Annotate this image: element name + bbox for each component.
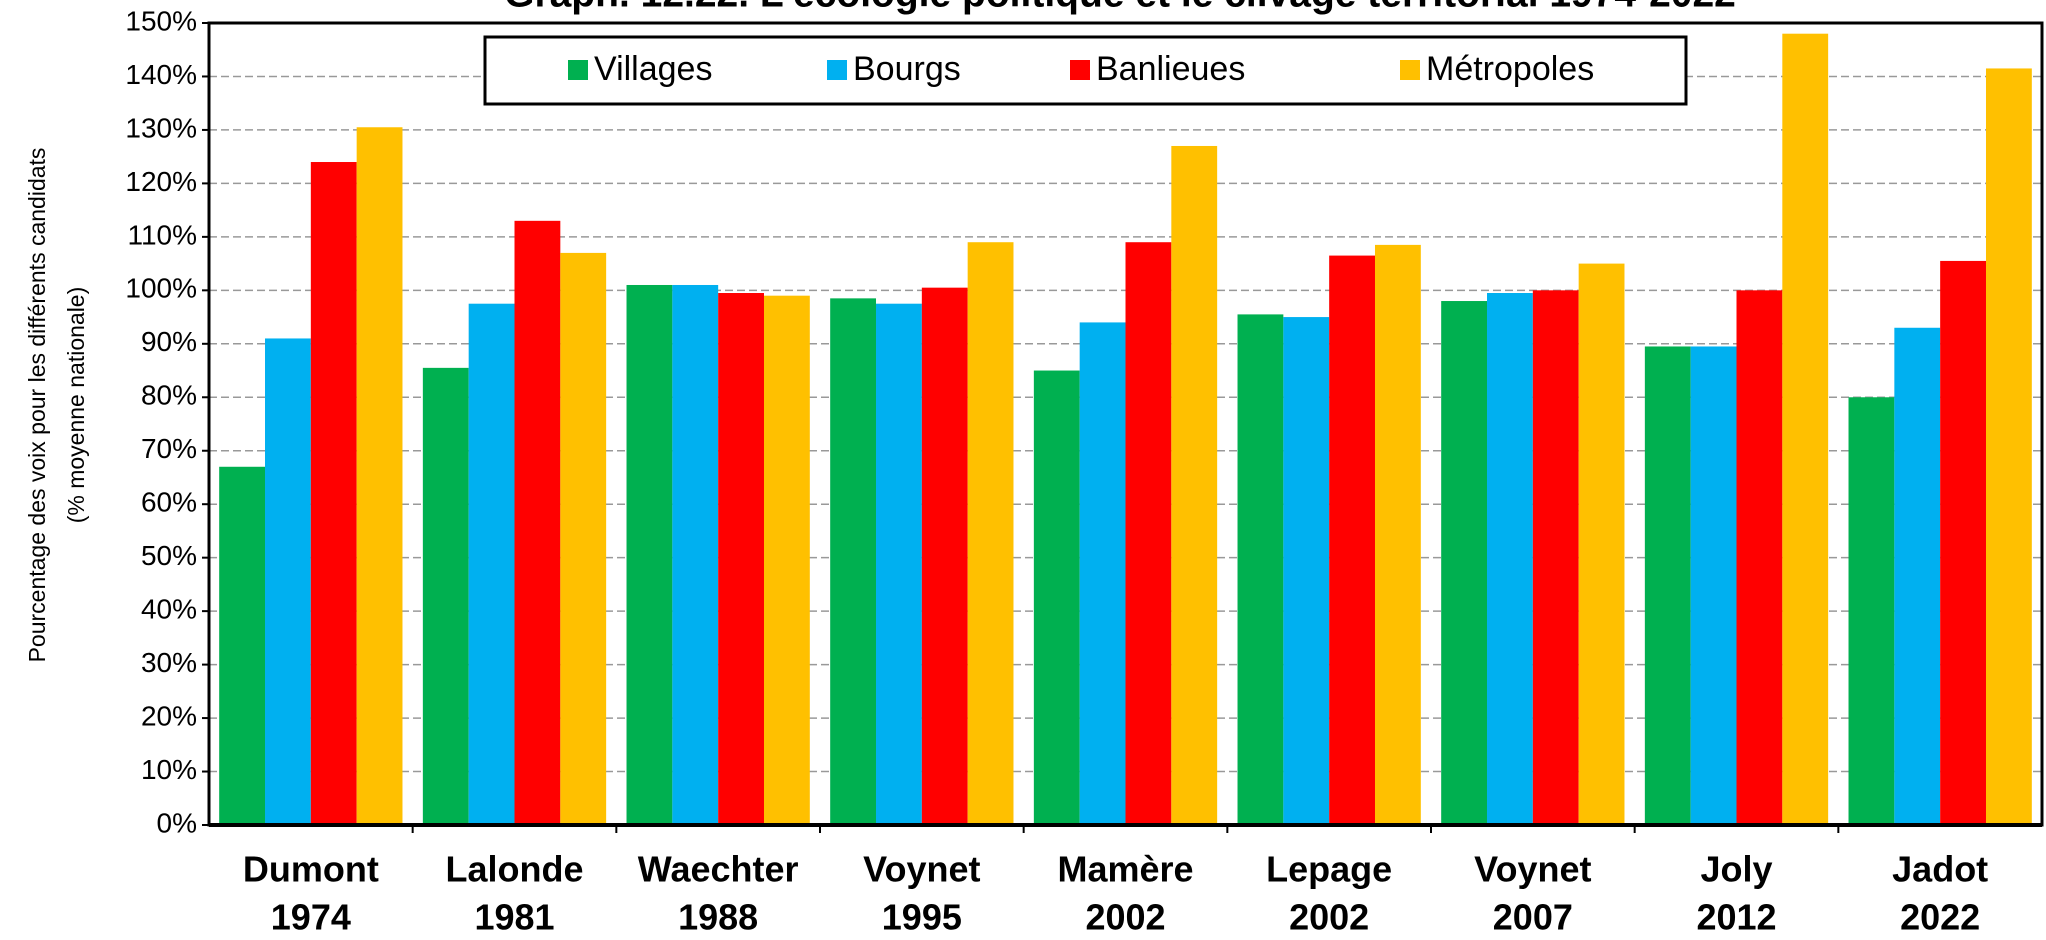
y-tick-label: 20% [141, 700, 197, 731]
x-tick-label: Lepage [1266, 849, 1392, 890]
bar [356, 127, 403, 825]
bar [1736, 290, 1783, 825]
x-tick-label: 1995 [882, 897, 962, 938]
x-tick-label: Voynet [863, 849, 980, 890]
x-tick-label: Jadot [1892, 849, 1988, 890]
bar [718, 293, 764, 825]
y-tick-label: 140% [125, 59, 197, 90]
bar [1532, 290, 1579, 825]
bar [1237, 314, 1284, 825]
bar [1644, 346, 1691, 825]
bar [1079, 322, 1126, 825]
x-tick-label: 2002 [1289, 897, 1369, 938]
bar [1171, 145, 1218, 825]
bar [514, 220, 561, 825]
bar [1782, 33, 1829, 825]
y-tick-label: 90% [141, 326, 197, 357]
legend-swatch [568, 60, 588, 80]
x-tick-label: Waechter [638, 849, 799, 890]
bar [1578, 263, 1625, 826]
legend-label: Villages [594, 50, 712, 88]
y-tick-label: 30% [141, 647, 197, 678]
bar [672, 284, 719, 825]
x-tick-label: 1981 [474, 897, 554, 938]
x-tick-label: Joly [1700, 849, 1772, 890]
x-tick-label: 1974 [271, 897, 351, 938]
x-tick-label: 2012 [1696, 897, 1776, 938]
bar [422, 367, 469, 825]
bar [1690, 346, 1737, 825]
bar [265, 338, 311, 825]
y-tick-label: 70% [141, 433, 197, 464]
y-tick-label: 120% [125, 166, 197, 197]
bar [876, 303, 922, 825]
x-tick-label: Voynet [1474, 849, 1591, 890]
y-tick-label: 40% [141, 594, 197, 625]
legend-swatch [827, 60, 847, 80]
y-tick-label: 50% [141, 540, 197, 571]
bar [1487, 293, 1533, 825]
chart-title: Graph. 12.22. L'écologie politique et le… [504, 0, 1736, 15]
bar [1441, 301, 1488, 825]
bar [1283, 317, 1330, 825]
bar [1940, 260, 1986, 826]
bar [763, 295, 810, 825]
bar [560, 252, 607, 825]
legend-label: Bourgs [853, 50, 961, 88]
bar [830, 298, 877, 825]
y-tick-label: 150% [125, 5, 197, 36]
y-axis-label: Pourcentage des voix pour les différents… [24, 148, 50, 663]
legend-label: Banlieues [1096, 50, 1245, 88]
bar [219, 466, 266, 825]
legend-label: Métropoles [1426, 50, 1594, 88]
y-tick-label: 130% [125, 112, 197, 143]
bar [1848, 397, 1895, 825]
y-tick-label: 60% [141, 487, 197, 518]
bar [468, 303, 515, 825]
y-tick-label: 80% [141, 380, 197, 411]
bar [1125, 242, 1172, 826]
y-tick-label: 10% [141, 754, 197, 785]
x-tick-label: 2022 [1900, 897, 1980, 938]
x-tick-label: 1988 [678, 897, 758, 938]
bar [967, 242, 1014, 826]
x-tick-label: 2007 [1493, 897, 1573, 938]
y-tick-label: 110% [127, 219, 197, 250]
bar [1985, 68, 2032, 826]
bar [626, 284, 673, 825]
legend-swatch [1400, 60, 1420, 80]
x-tick-label: Lalonde [445, 849, 583, 890]
x-tick-label: Mamère [1057, 849, 1193, 890]
bar [310, 162, 357, 826]
x-tick-label: 2002 [1085, 897, 1165, 938]
y-tick-label: 100% [125, 273, 197, 304]
y-tick-label: 0% [157, 807, 197, 838]
y-axis-label: (% moyenne nationale) [63, 287, 89, 524]
bar [1033, 370, 1080, 825]
bar [1374, 244, 1421, 826]
bar [921, 287, 968, 825]
bar [1329, 255, 1375, 825]
legend-swatch [1070, 60, 1090, 80]
x-tick-label: Dumont [243, 849, 379, 890]
bar [1894, 327, 1941, 825]
